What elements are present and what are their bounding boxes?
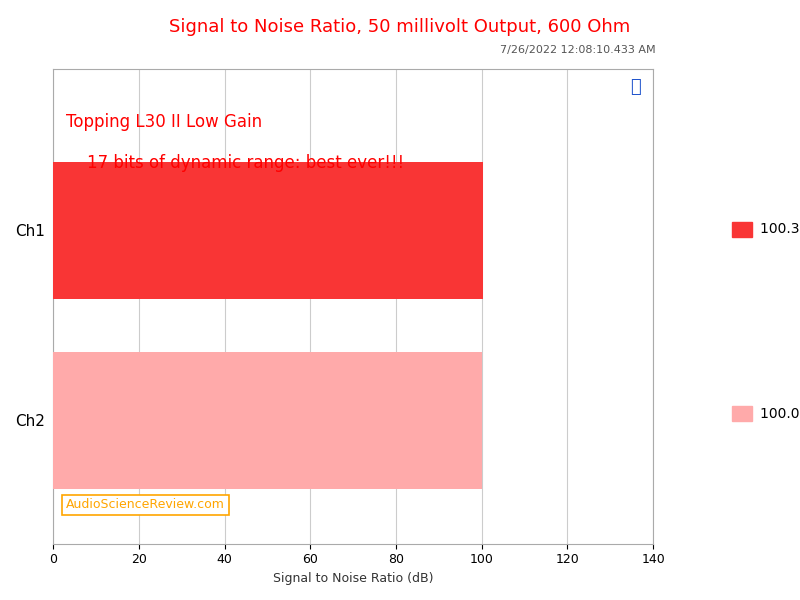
Text: Signal to Noise Ratio, 50 millivolt Output, 600 Ohm: Signal to Noise Ratio, 50 millivolt Outp…: [170, 18, 630, 36]
Bar: [54, 162, 483, 299]
Text: Ⓐ: Ⓐ: [630, 79, 641, 97]
Text: 17 bits of dynamic range: best ever!!!: 17 bits of dynamic range: best ever!!!: [66, 154, 404, 172]
Text: 7/26/2022 12:08:10.433 AM: 7/26/2022 12:08:10.433 AM: [500, 45, 656, 55]
X-axis label: Signal to Noise Ratio (dB): Signal to Noise Ratio (dB): [273, 572, 434, 585]
Text: Topping L30 II Low Gain: Topping L30 II Low Gain: [66, 113, 262, 131]
Text: 100.301  dB: 100.301 dB: [760, 222, 800, 236]
Text: AudioScienceReview.com: AudioScienceReview.com: [66, 499, 225, 511]
Text: 100.053  dB: 100.053 dB: [760, 407, 800, 421]
Bar: [54, 352, 482, 488]
